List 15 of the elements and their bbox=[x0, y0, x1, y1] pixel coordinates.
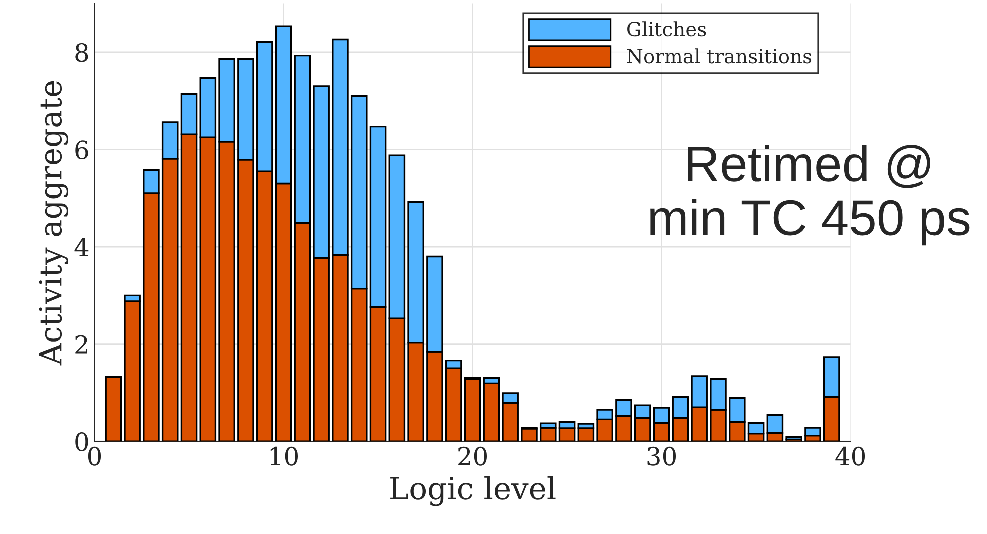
legend-label: Glitches bbox=[628, 22, 706, 37]
x-tick-label: 0 bbox=[88, 446, 102, 466]
y-axis-title: Activity aggregate bbox=[39, 81, 68, 366]
y-tick-label: 6 bbox=[76, 140, 88, 160]
x-tick-label: 10 bbox=[270, 446, 298, 466]
legend-label: Normal transitions bbox=[627, 48, 812, 64]
x-tick-label: 40 bbox=[836, 446, 866, 466]
x-axis-title: Logic level bbox=[390, 476, 556, 506]
annotation: Retimed @ min TC 450 ps bbox=[650, 145, 970, 246]
y-tick-label: 2 bbox=[76, 335, 88, 354]
x-tick-label: 20 bbox=[458, 446, 488, 466]
y-tick-label: 4 bbox=[74, 238, 89, 257]
y-tick-label: 8 bbox=[76, 43, 88, 62]
x-tick-label: 30 bbox=[648, 446, 676, 466]
y-tick-label: 0 bbox=[76, 432, 88, 452]
